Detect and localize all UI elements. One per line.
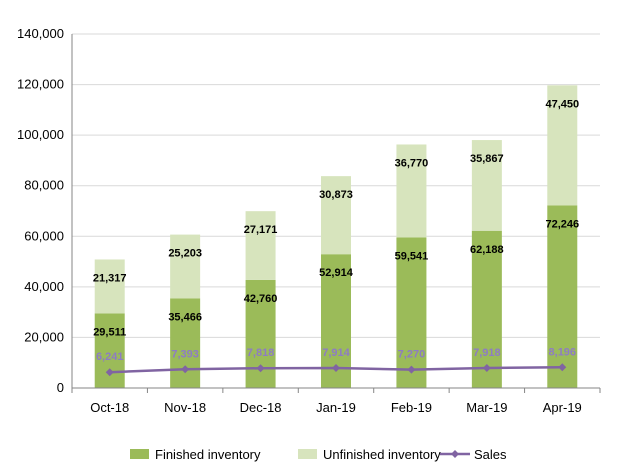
data-label-sales: 7,918 [473,347,501,359]
data-label-unfinished: 36,770 [395,157,429,169]
data-label-sales: 7,270 [398,349,426,361]
x-axis: Oct-18 Nov-18 Dec-18 Jan-19 Feb-19 Mar-19 Apr-… [71,387,601,415]
bar-unfinished-inventory [396,144,427,238]
bar-unfinished-inventory [321,176,351,255]
bar-finished-inventory [547,205,578,388]
y-tick-label: 140,000 [17,26,64,41]
y-tick-label: 100,000 [17,127,64,142]
x-tick-label: Mar-19 [466,400,507,415]
legend-swatch [130,449,149,459]
data-label-finished: 62,188 [470,244,504,256]
bar-finished-inventory [471,230,502,388]
sales-point [181,365,190,374]
data-label-sales: 7,393 [171,348,199,360]
data-label-sales: 6,241 [96,351,124,363]
x-tick-label: Apr-19 [543,400,582,415]
data-label-sales: 7,914 [322,347,350,359]
data-label-finished: 35,466 [168,311,202,323]
sales-point [332,363,340,372]
y-tick-label: 40,000 [24,279,64,294]
data-label-sales: 7,818 [247,347,275,359]
bar-unfinished-inventory [547,85,578,206]
data-label-finished: 72,246 [545,218,579,230]
data-label-sales: 8,196 [549,346,577,358]
x-tick-label: Jan-19 [316,400,356,415]
y-tick-label: 120,000 [17,77,64,92]
sales-point [407,365,416,374]
data-label-finished: 29,511 [93,326,126,338]
data-label-finished: 59,541 [395,250,429,262]
x-tick-label: Nov-18 [164,400,206,415]
legend-swatch [298,449,317,459]
y-tick-label: 20,000 [24,329,64,344]
sales-line: 6,241 7,393 7,818 7,914 7,270 7,918 8,196 [96,346,577,377]
legend: Finished inventory Unfinished inventory Sa… [130,447,507,462]
bar-unfinished-inventory [245,211,276,280]
data-label-unfinished: 21,317 [93,272,127,284]
x-tick-label: Dec-18 [240,400,282,415]
data-label-finished: 42,760 [244,293,278,305]
data-label-unfinished: 47,450 [545,98,579,110]
x-tick-label: Feb-19 [391,400,432,415]
legend-label: Sales [474,447,507,462]
sales-point [256,364,265,373]
bar-unfinished-inventory [170,234,201,299]
bar-finished-inventory [396,237,427,388]
data-label-unfinished: 25,203 [168,248,202,260]
sales-point [558,363,567,372]
bar-unfinished-inventory [94,259,125,314]
bar-unfinished-inventory [471,140,502,231]
data-label-unfinished: 30,873 [319,189,353,201]
y-axis: 0 20,000 40,000 60,000 80,000 100,000 120,000 1… [17,26,73,395]
y-tick-label: 80,000 [24,178,64,193]
y-tick-label: 60,000 [24,228,64,243]
data-label-unfinished: 27,171 [244,224,278,236]
legend-marker [451,450,459,458]
y-tick-label: 0 [57,380,64,395]
sales-point [482,363,491,372]
data-label-finished: 52,914 [319,267,354,279]
x-tick-label: Oct-18 [90,400,129,415]
sales-point [105,368,114,377]
data-label-unfinished: 35,867 [470,153,504,165]
legend-label: Finished inventory [155,447,261,462]
legend-label: Unfinished inventory [323,447,441,462]
